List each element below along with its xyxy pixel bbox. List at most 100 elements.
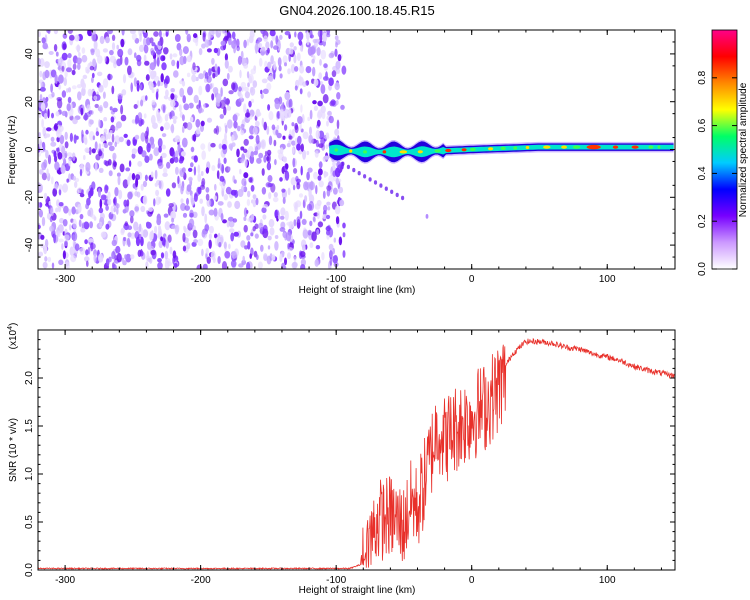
- noise-speckle: [55, 147, 60, 152]
- noise-speckle: [171, 182, 177, 189]
- noise-speckle: [248, 100, 252, 108]
- noise-speckle: [205, 83, 211, 93]
- noise-speckle: [180, 198, 184, 204]
- noise-speckle: [306, 38, 310, 46]
- noise-speckle: [197, 164, 201, 174]
- snr-ylabel: SNR (10 * v/v): [8, 418, 19, 482]
- carrier-hotspot: [513, 146, 518, 150]
- noise-speckle: [153, 31, 159, 37]
- noise-speckle: [342, 232, 346, 238]
- noise-speckle: [231, 251, 238, 259]
- noise-speckle: [240, 123, 245, 130]
- noise-speckle: [80, 228, 86, 233]
- carrier-tail: [368, 177, 372, 182]
- noise-speckle: [243, 148, 248, 153]
- colorbar-label: Normalized spectral amplitude: [738, 82, 749, 217]
- noise-speckle: [82, 74, 88, 80]
- noise-speckle: [195, 118, 201, 128]
- noise-speckle: [250, 213, 255, 221]
- noise-speckle: [55, 51, 59, 57]
- noise-speckle: [299, 65, 305, 74]
- noise-speckle: [50, 207, 55, 217]
- noise-speckle: [248, 177, 253, 183]
- noise-speckle: [44, 256, 48, 262]
- noise-speckle: [50, 176, 54, 185]
- noise-speckle: [186, 33, 191, 43]
- noise-speckle: [316, 210, 321, 220]
- noise-speckle: [123, 133, 128, 138]
- noise-speckle: [160, 252, 165, 259]
- noise-speckle: [49, 225, 54, 232]
- noise-speckle: [192, 211, 198, 218]
- x-tick-label: 0: [469, 575, 475, 586]
- noise-speckle: [284, 31, 291, 36]
- noise-speckle: [223, 193, 228, 201]
- noise-speckle: [247, 217, 252, 222]
- noise-speckle: [147, 241, 152, 250]
- noise-speckle: [273, 45, 279, 50]
- noise-speckle: [328, 52, 335, 59]
- noise-speckle: [210, 142, 216, 148]
- noise-speckle: [124, 56, 129, 66]
- noise-speckle: [91, 148, 96, 154]
- noise-speckle: [156, 217, 162, 226]
- noise-speckle: [148, 81, 154, 91]
- noise-speckle: [169, 246, 173, 255]
- y-tick-label: 0.5: [24, 515, 35, 529]
- snr-plot: [38, 337, 675, 570]
- noise-speckle: [88, 190, 92, 199]
- noise-speckle: [111, 34, 116, 41]
- noise-speckle: [52, 187, 58, 197]
- noise-speckle: [155, 109, 161, 119]
- noise-speckle: [111, 133, 115, 143]
- noise-speckle: [296, 182, 301, 190]
- noise-speckle: [89, 243, 96, 250]
- noise-speckle: [240, 158, 245, 164]
- noise-speckle: [38, 132, 41, 138]
- noise-speckle: [47, 30, 51, 35]
- noise-speckle: [117, 93, 123, 100]
- noise-speckle: [190, 162, 194, 168]
- noise-speckle: [137, 226, 141, 234]
- noise-speckle: [201, 43, 206, 49]
- noise-speckle: [74, 181, 78, 189]
- noise-speckle: [129, 30, 136, 34]
- noise-speckle: [103, 101, 109, 109]
- noise-speckle: [72, 218, 77, 229]
- noise-speckle: [201, 206, 205, 217]
- noise-speckle: [53, 150, 57, 158]
- noise-speckle: [81, 189, 84, 195]
- noise-speckle: [176, 42, 182, 51]
- noise-speckle: [310, 46, 316, 55]
- noise-speckle: [150, 142, 155, 149]
- noise-speckle: [158, 145, 162, 153]
- noise-speckle: [42, 71, 47, 81]
- noise-speckle: [203, 103, 206, 109]
- noise-speckle: [184, 205, 190, 211]
- noise-speckle: [53, 44, 58, 52]
- noise-speckle: [100, 194, 107, 201]
- noise-speckle: [262, 88, 269, 95]
- noise-speckle: [207, 142, 212, 152]
- noise-speckle: [56, 136, 60, 143]
- noise-speckle: [181, 151, 186, 157]
- noise-speckle: [284, 170, 290, 181]
- noise-speckle: [233, 231, 239, 237]
- noise-speckle: [244, 91, 250, 99]
- noise-speckle: [172, 53, 178, 58]
- noise-speckle: [81, 222, 85, 230]
- noise-speckle: [58, 184, 63, 191]
- noise-speckle: [234, 200, 241, 210]
- noise-speckle: [97, 188, 101, 198]
- noise-speckle: [248, 135, 254, 140]
- noise-speckle: [314, 259, 319, 267]
- noise-speckle: [250, 184, 255, 192]
- noise-speckle: [144, 155, 150, 163]
- noise-speckle: [149, 62, 156, 71]
- noise-speckle: [122, 74, 127, 84]
- noise-speckle: [89, 110, 94, 115]
- noise-speckle: [334, 82, 340, 91]
- noise-speckle: [111, 239, 118, 247]
- noise-speckle: [291, 261, 298, 269]
- noise-speckle: [319, 59, 322, 66]
